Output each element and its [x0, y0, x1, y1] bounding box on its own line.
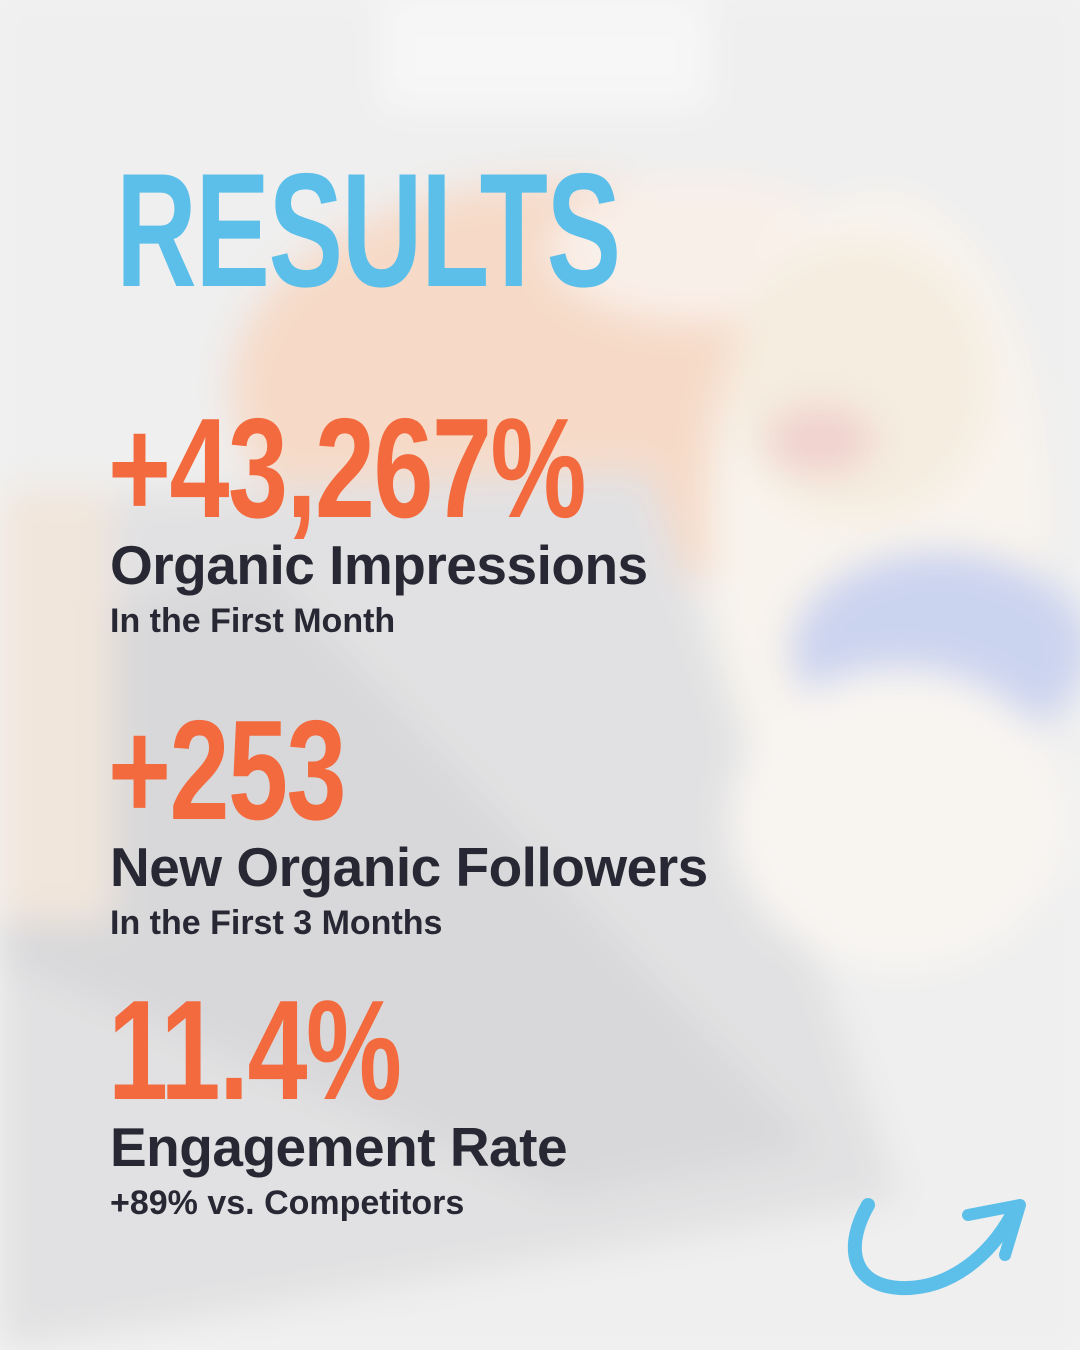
stat-value-text: +43,267% — [108, 389, 586, 548]
stat-label: Engagement Rate — [110, 1116, 568, 1178]
stat-value-text: +253 — [108, 691, 347, 850]
stat-value-text: 11.4% — [108, 971, 402, 1130]
title: RESULTS — [116, 150, 846, 312]
stat-value: 11.4% — [108, 980, 493, 1122]
stat-sub: +89% vs. Competitors — [110, 1184, 465, 1222]
stat-sub: In the First 3 Months — [110, 904, 443, 942]
stat-label: New Organic Followers — [110, 836, 708, 898]
title-text: RESULTS — [116, 140, 621, 321]
stat-value: +253 — [108, 700, 420, 842]
stat-value: +43,267% — [108, 398, 736, 540]
stat-label: Organic Impressions — [110, 534, 648, 596]
stat-sub: In the First Month — [110, 602, 396, 640]
